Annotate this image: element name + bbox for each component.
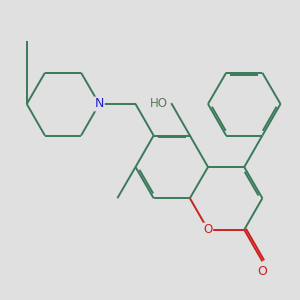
Text: O: O [203, 223, 213, 236]
Text: O: O [257, 265, 267, 278]
Text: HO: HO [150, 98, 168, 110]
Text: N: N [94, 98, 104, 110]
